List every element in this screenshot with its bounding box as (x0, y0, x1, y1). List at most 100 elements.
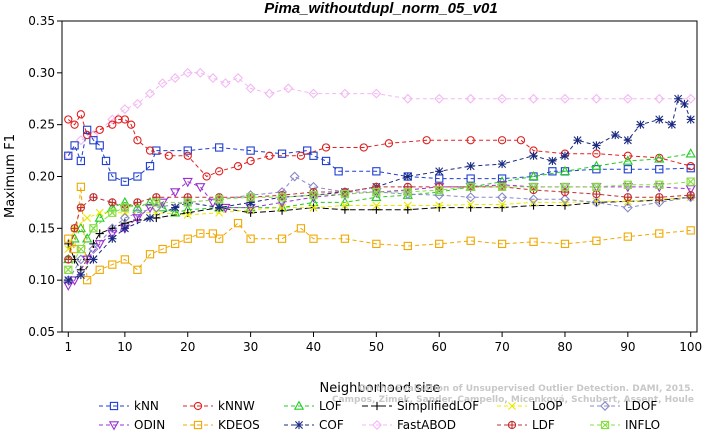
data-point (466, 182, 475, 192)
y-axis: 0.05 0.10 0.15 0.20 0.25 0.30 0.35 (28, 14, 62, 339)
data-point (70, 224, 79, 233)
data-point (685, 148, 696, 158)
data-point (592, 236, 601, 245)
legend-marker (508, 402, 516, 410)
data-point (466, 136, 475, 145)
data-point (158, 244, 167, 254)
legend-marker (193, 420, 203, 430)
legend-marker (109, 401, 119, 411)
data-point (686, 164, 695, 173)
data-point (465, 93, 476, 104)
data-point (89, 193, 98, 202)
data-point (655, 193, 664, 202)
data-point (127, 120, 136, 129)
data-point (215, 143, 224, 152)
data-point (372, 239, 381, 249)
data-point (591, 93, 602, 104)
legend: kNN kNNW LOF SimplifiedLOF LoOP LDOF ODIN KDEOS… (99, 399, 660, 432)
data-point (592, 182, 601, 192)
legend-item-fastabod: FastABOD (362, 418, 456, 432)
data-point (233, 219, 243, 228)
legend-marker (193, 401, 203, 411)
data-point (183, 146, 192, 155)
y-tick-label: 0.15 (28, 221, 55, 235)
data-point (622, 155, 633, 165)
data-point (114, 115, 123, 124)
data-point (277, 149, 287, 158)
data-point (107, 202, 118, 212)
data-point (120, 115, 130, 124)
data-point (76, 270, 85, 280)
data-point (246, 198, 255, 207)
data-point (182, 197, 193, 208)
legend-item-inflo: INFLO (590, 418, 660, 432)
series-fastabod (63, 67, 696, 161)
data-point (560, 151, 570, 160)
data-point (623, 232, 632, 241)
y-tick-label: 0.20 (28, 170, 55, 184)
data-point (76, 156, 86, 166)
data-point (592, 149, 601, 158)
legend-item-lof: LOF (284, 399, 342, 413)
data-point (623, 180, 632, 189)
data-point (107, 223, 118, 234)
data-point (182, 67, 193, 78)
data-point (340, 201, 349, 210)
data-point (559, 165, 571, 176)
data-point (95, 125, 104, 135)
data-point (95, 265, 104, 274)
data-point (340, 189, 350, 199)
data-point (686, 177, 695, 186)
data-point (667, 120, 676, 129)
data-point (108, 198, 117, 207)
data-point (164, 151, 174, 160)
data-point (403, 205, 412, 214)
data-point (132, 207, 143, 218)
data-point (655, 180, 664, 189)
data-point (220, 78, 231, 89)
data-point (120, 177, 130, 186)
data-point (157, 78, 168, 89)
legend-marker (108, 421, 120, 431)
data-point (686, 161, 695, 171)
data-point (529, 182, 538, 192)
data-point (497, 136, 507, 145)
y-tick-label: 0.10 (28, 273, 55, 287)
data-point (686, 226, 695, 235)
data-point (108, 224, 117, 233)
y-tick-label: 0.35 (28, 14, 55, 28)
y-tick-label: 0.30 (28, 66, 55, 80)
legend-item-ldf: LDF (497, 418, 555, 432)
data-point (89, 136, 98, 145)
data-point (654, 153, 665, 163)
x-tick-label: 40 (306, 340, 321, 354)
data-point (686, 115, 695, 124)
data-point (152, 208, 161, 217)
data-point (246, 193, 255, 202)
data-point (145, 146, 155, 155)
data-point (497, 239, 507, 249)
series-layer (63, 67, 696, 291)
data-point (686, 191, 695, 200)
data-point (70, 244, 79, 254)
data-point (95, 229, 104, 238)
x-tick-label: 60 (432, 340, 447, 354)
data-point (82, 276, 92, 285)
series-knn (64, 125, 695, 186)
data-point (64, 276, 73, 285)
data-point (339, 88, 350, 99)
data-point (75, 222, 86, 233)
data-point (528, 93, 539, 104)
data-point (89, 255, 98, 264)
data-point (170, 73, 181, 83)
data-point (82, 255, 93, 265)
data-point (435, 203, 444, 212)
data-point (195, 183, 206, 193)
data-point (592, 189, 601, 199)
data-point (560, 182, 570, 192)
legend-label: LDOF (625, 399, 657, 413)
data-point (434, 93, 445, 104)
data-point (497, 192, 508, 203)
data-point (559, 194, 570, 205)
series-line (67, 113, 691, 178)
